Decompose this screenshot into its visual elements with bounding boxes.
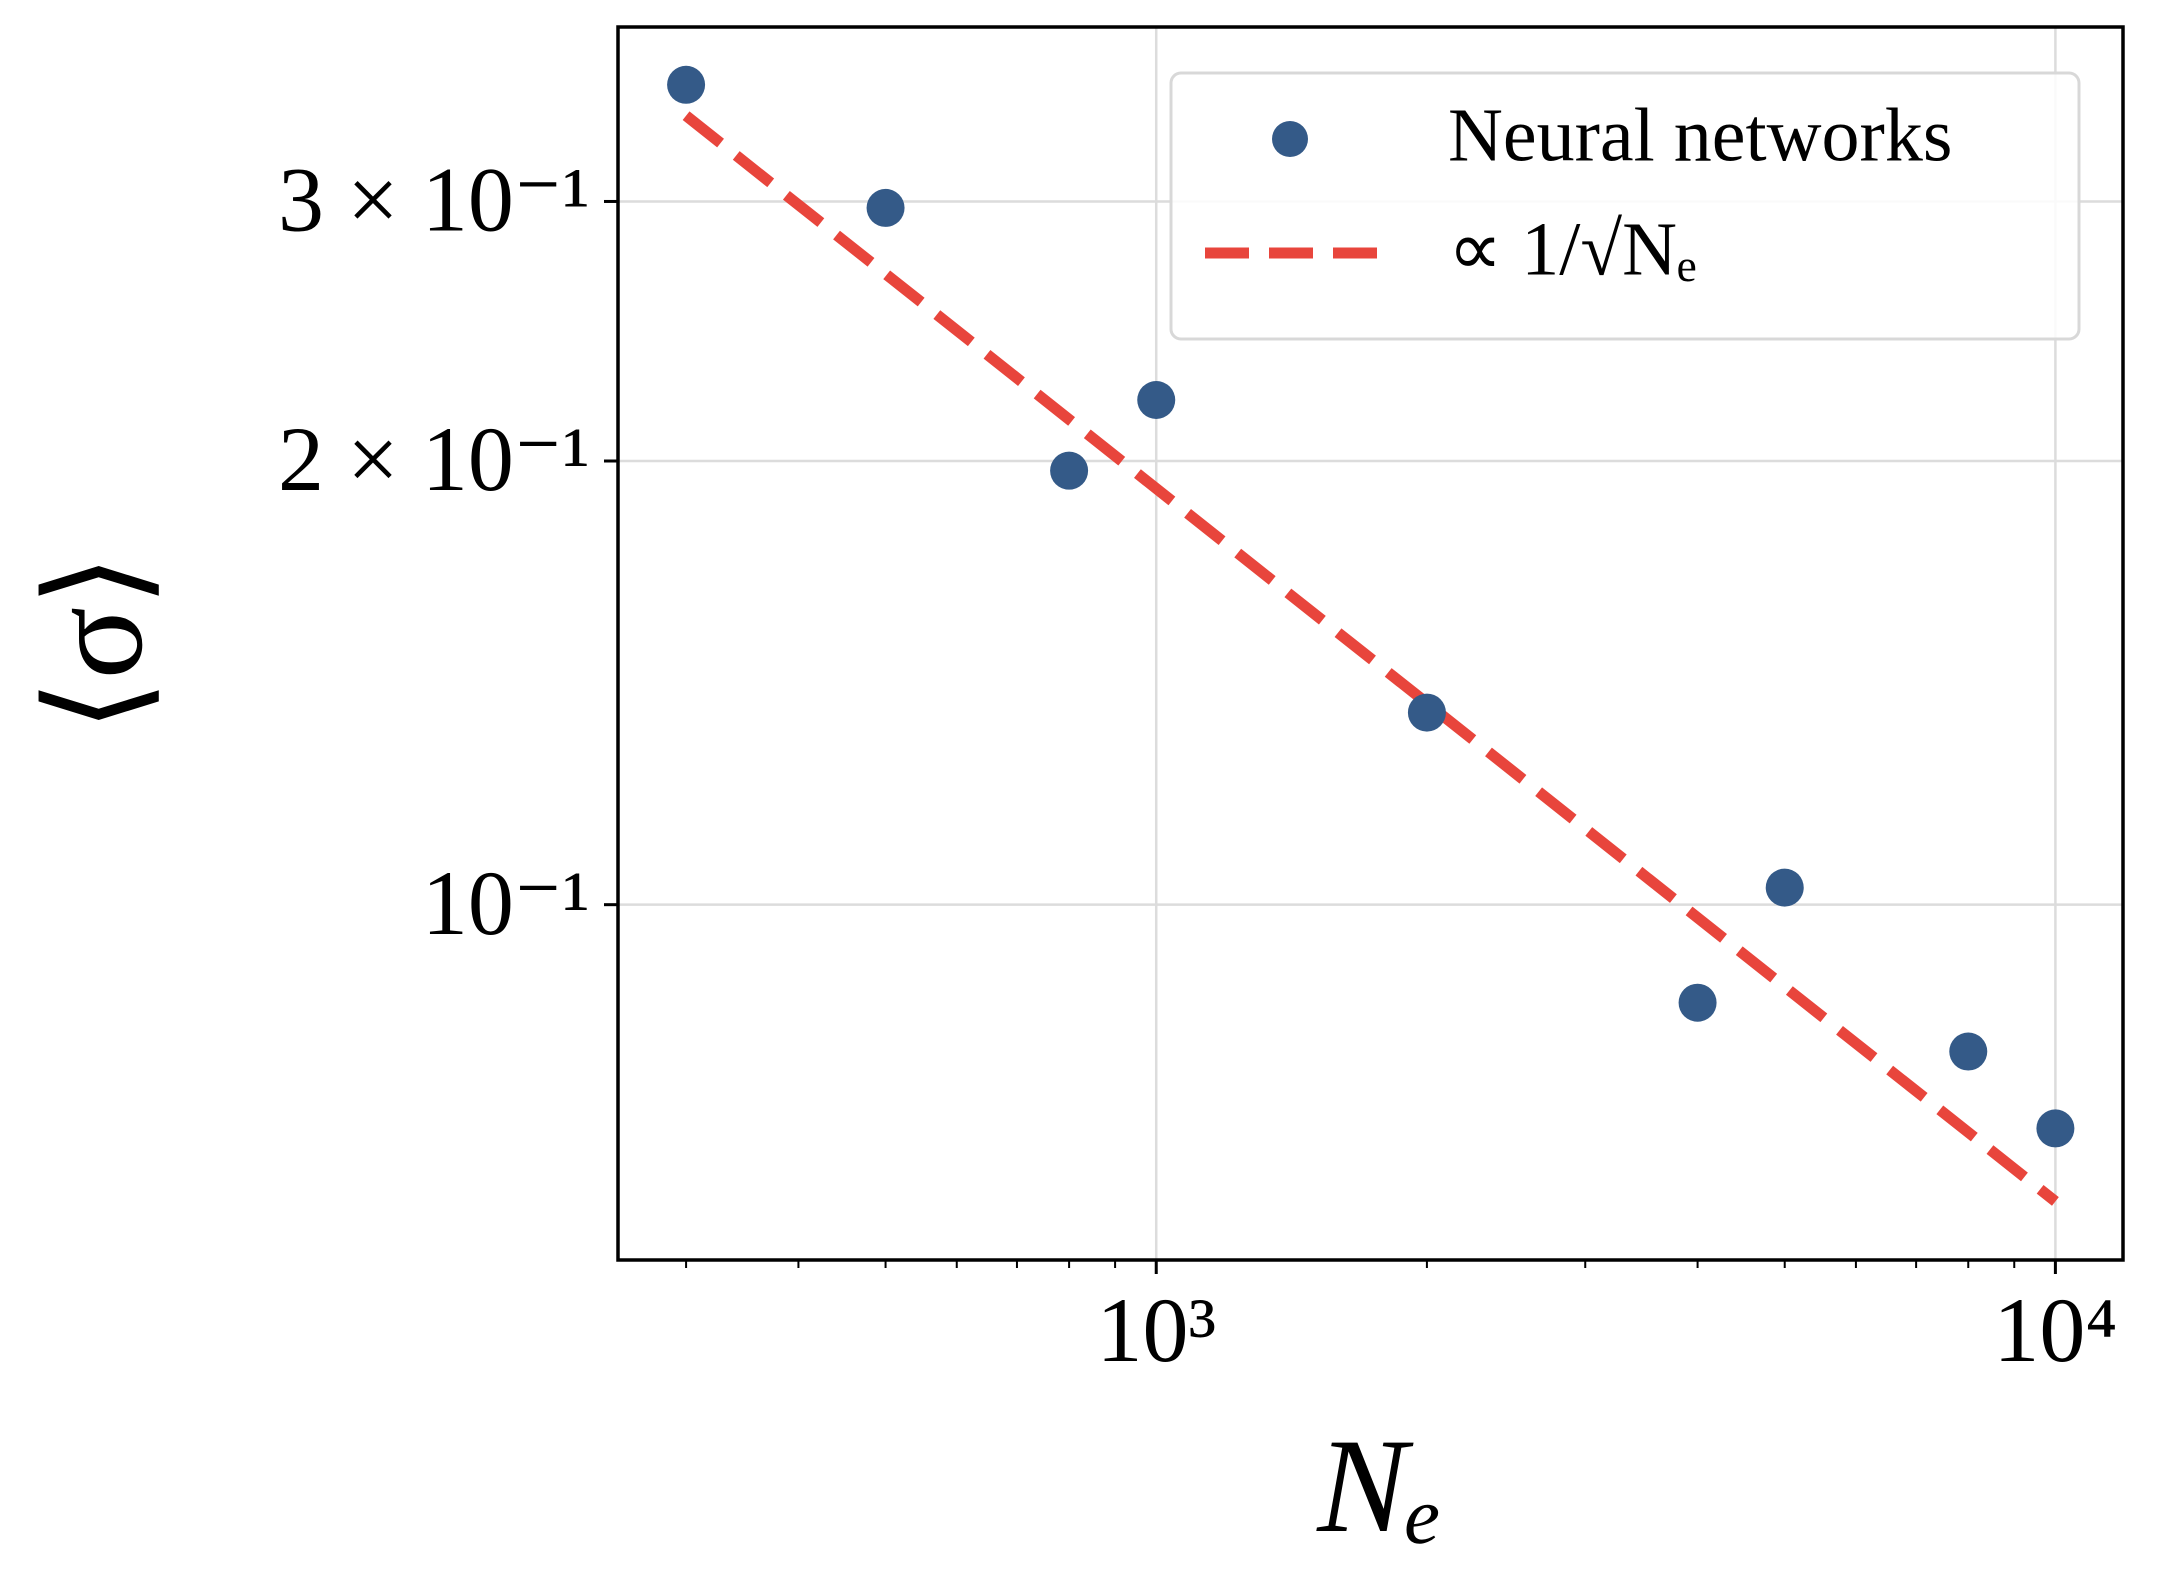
legend-label: Neural networks [1448,93,1952,177]
y-tick-label: 3 × 10⁻¹ [278,149,590,251]
legend: Neural networks ∝ 1/√Nₑ [1169,71,2081,341]
fit-line [682,111,2059,1206]
legend-box [1169,71,2081,341]
legend-label: ∝ 1/√Nₑ [1448,207,1696,291]
legend-marker [1272,121,1308,157]
x-tick-label: 10³ [1096,1279,1216,1381]
y-tick-label: 10⁻¹ [422,852,590,954]
data-point [866,188,905,227]
data-point [1678,983,1717,1022]
data-point [667,65,706,104]
data-point [1050,451,1089,490]
x-axis-label: Nₑ [1316,1412,1442,1561]
plot-frame [616,25,2125,1262]
data-point [1137,380,1176,419]
y-axis-label: ⟨σ⟩ [22,554,171,732]
y-tick-label: 2 × 10⁻¹ [278,408,590,510]
x-tick-label: 10⁴ [1993,1279,2117,1381]
data-point [1765,868,1804,907]
data-point [1407,693,1446,732]
data-point [2036,1109,2075,1148]
data-point [1949,1032,1988,1071]
